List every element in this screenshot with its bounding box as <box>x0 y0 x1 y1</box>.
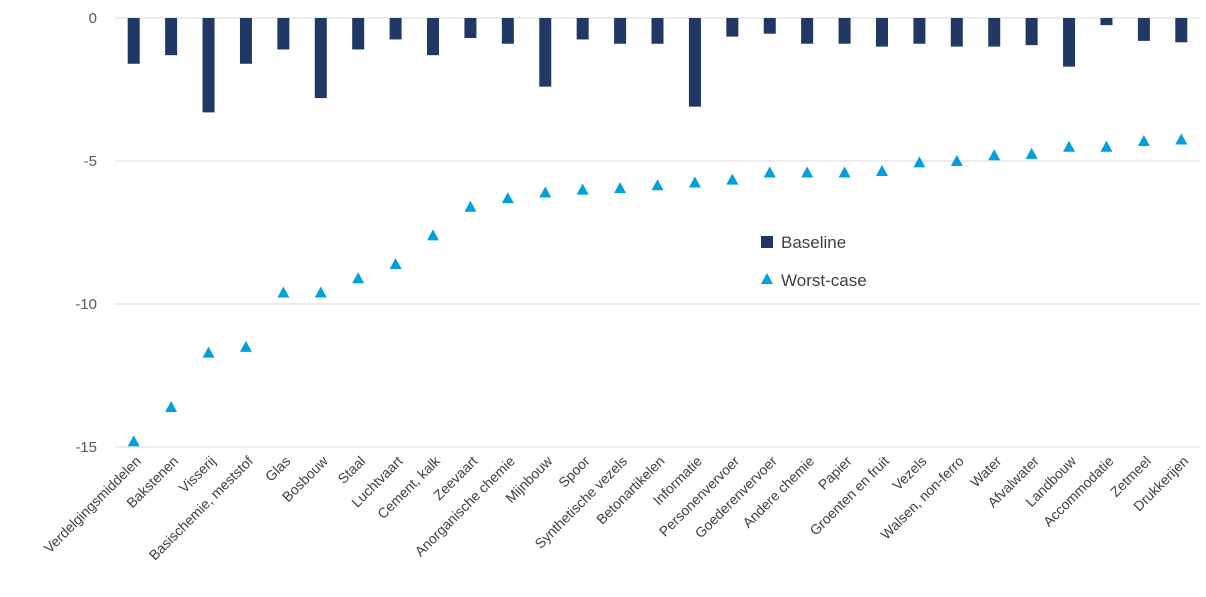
baseline-bar <box>763 18 776 34</box>
baseline-bar <box>464 18 477 39</box>
worst-case-marker <box>1137 134 1150 146</box>
x-axis-category-labels: VerdelgingsmiddelenBakstenenVisserijBasi… <box>41 452 1192 563</box>
baseline-bar <box>801 18 814 44</box>
worst-case-marker <box>576 183 589 195</box>
baseline-bar <box>688 18 701 107</box>
worst-case-marker <box>838 166 851 178</box>
worst-case-marker <box>352 272 365 284</box>
y-tick-label: -5 <box>84 153 97 170</box>
x-category-label: Staal <box>334 453 368 487</box>
baseline-bar <box>427 18 440 56</box>
worst-case-marker <box>127 435 140 447</box>
worst-case-marker <box>314 286 327 298</box>
baseline-bar <box>314 18 327 99</box>
baseline-bar <box>501 18 514 44</box>
baseline-bars <box>127 18 1188 113</box>
baseline-bar <box>913 18 926 44</box>
y-tick-label: -15 <box>75 439 97 456</box>
baseline-bar <box>651 18 664 44</box>
worst-case-marker <box>1100 140 1113 152</box>
worst-case-marker <box>726 173 739 185</box>
baseline-bar <box>1063 18 1076 67</box>
baseline-bar <box>950 18 963 47</box>
legend-worst-case-label: Worst-case <box>781 271 867 290</box>
baseline-bar <box>539 18 552 87</box>
worst-case-marker <box>688 176 701 188</box>
baseline-bar <box>988 18 1001 47</box>
baseline-bar <box>165 18 178 56</box>
baseline-bar <box>576 18 589 40</box>
gridlines <box>115 17 1200 448</box>
worst-case-marker <box>763 166 776 178</box>
worst-case-marker <box>651 179 664 191</box>
worst-case-marker <box>239 340 252 352</box>
baseline-bar <box>352 18 365 50</box>
baseline-bar <box>726 18 739 37</box>
baseline-bar <box>614 18 627 44</box>
worst-case-marker <box>427 229 440 241</box>
baseline-bar <box>239 18 252 64</box>
worst-case-marker <box>539 186 552 198</box>
worst-case-marker <box>988 149 1001 161</box>
worst-case-marker <box>1025 147 1038 159</box>
legend: Baseline Worst-case <box>761 233 867 290</box>
worst-case-marker <box>501 192 514 204</box>
baseline-bar <box>127 18 140 64</box>
worst-case-markers <box>127 133 1188 447</box>
baseline-bar <box>875 18 888 47</box>
worst-case-marker <box>875 165 888 177</box>
y-axis-tick-labels: 0 -5 -10 -15 <box>75 10 97 456</box>
legend-baseline-swatch <box>761 236 773 248</box>
baseline-bar <box>202 18 215 113</box>
worst-case-marker <box>1175 133 1188 145</box>
worst-case-marker <box>614 182 627 194</box>
worst-case-marker <box>165 400 178 412</box>
worst-case-marker <box>913 156 926 168</box>
baseline-bar <box>277 18 290 50</box>
baseline-bar <box>838 18 851 44</box>
x-category-label: Glas <box>262 453 294 485</box>
y-tick-label: -10 <box>75 296 97 313</box>
worst-case-marker <box>1063 140 1076 152</box>
worst-case-marker <box>277 286 290 298</box>
worst-case-marker <box>464 200 477 212</box>
y-tick-label: 0 <box>89 10 97 27</box>
legend-baseline-label: Baseline <box>781 233 846 252</box>
baseline-bar <box>1100 18 1113 26</box>
worst-case-marker <box>202 346 215 358</box>
baseline-bar <box>1137 18 1150 41</box>
worst-case-marker <box>950 155 963 166</box>
legend-worst-case-swatch <box>761 273 773 284</box>
baseline-bar <box>1175 18 1188 43</box>
baseline-bar <box>1025 18 1038 46</box>
worst-case-marker <box>389 257 402 269</box>
baseline-bar <box>389 18 402 40</box>
worst-case-marker <box>801 166 814 178</box>
